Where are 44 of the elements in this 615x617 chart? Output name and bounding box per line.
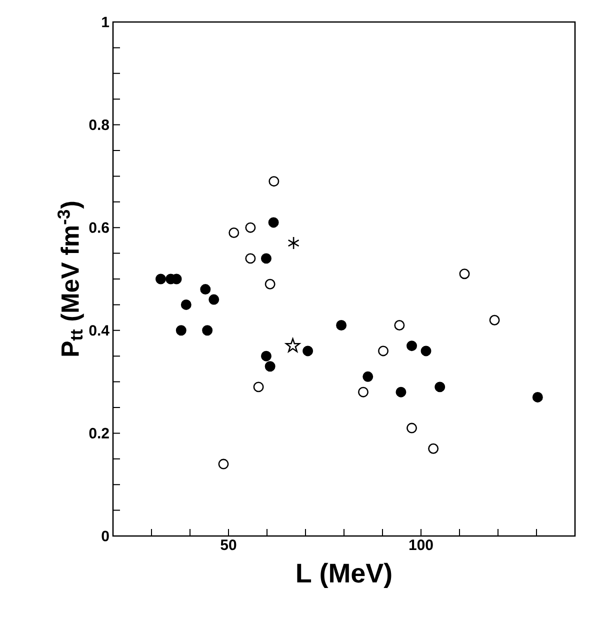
point <box>489 314 500 326</box>
point <box>420 346 432 356</box>
y-tick-label: 0.8 <box>89 120 110 130</box>
point <box>155 274 166 284</box>
x-tick-label: 100 <box>409 540 433 550</box>
point <box>200 284 211 295</box>
point <box>253 382 264 392</box>
point <box>406 422 418 434</box>
x-tick-label: 50 <box>220 540 236 550</box>
point <box>358 386 368 398</box>
point <box>434 382 446 392</box>
point <box>362 371 374 382</box>
x-axis-title: L (MeV) <box>297 562 392 588</box>
point <box>396 386 406 398</box>
y-axis-title: P$_{tt}$ (MeV fm$^{-3}$) <box>58 202 84 356</box>
point <box>406 340 418 352</box>
point <box>394 320 405 331</box>
point <box>428 443 439 454</box>
point <box>202 325 213 336</box>
y-tick-label: 0.6 <box>89 222 109 233</box>
point <box>459 268 470 280</box>
point <box>176 325 186 336</box>
y-tick-label: 1 <box>102 16 110 28</box>
point <box>218 458 229 470</box>
point <box>288 236 300 250</box>
point <box>268 176 280 187</box>
point <box>268 217 279 228</box>
point <box>336 320 347 331</box>
point <box>378 346 389 356</box>
point <box>264 361 276 372</box>
point <box>302 346 314 356</box>
point <box>260 350 272 362</box>
point <box>245 253 256 264</box>
point <box>532 392 543 402</box>
y-tick-label: 0.4 <box>89 325 110 336</box>
point <box>264 278 276 290</box>
point <box>245 222 256 233</box>
y-tick-label: 0 <box>102 530 109 542</box>
point <box>285 338 300 352</box>
point <box>228 227 240 238</box>
y-tick-label: 0.2 <box>89 428 109 438</box>
point <box>208 294 220 305</box>
point <box>260 253 272 264</box>
point <box>180 299 192 310</box>
